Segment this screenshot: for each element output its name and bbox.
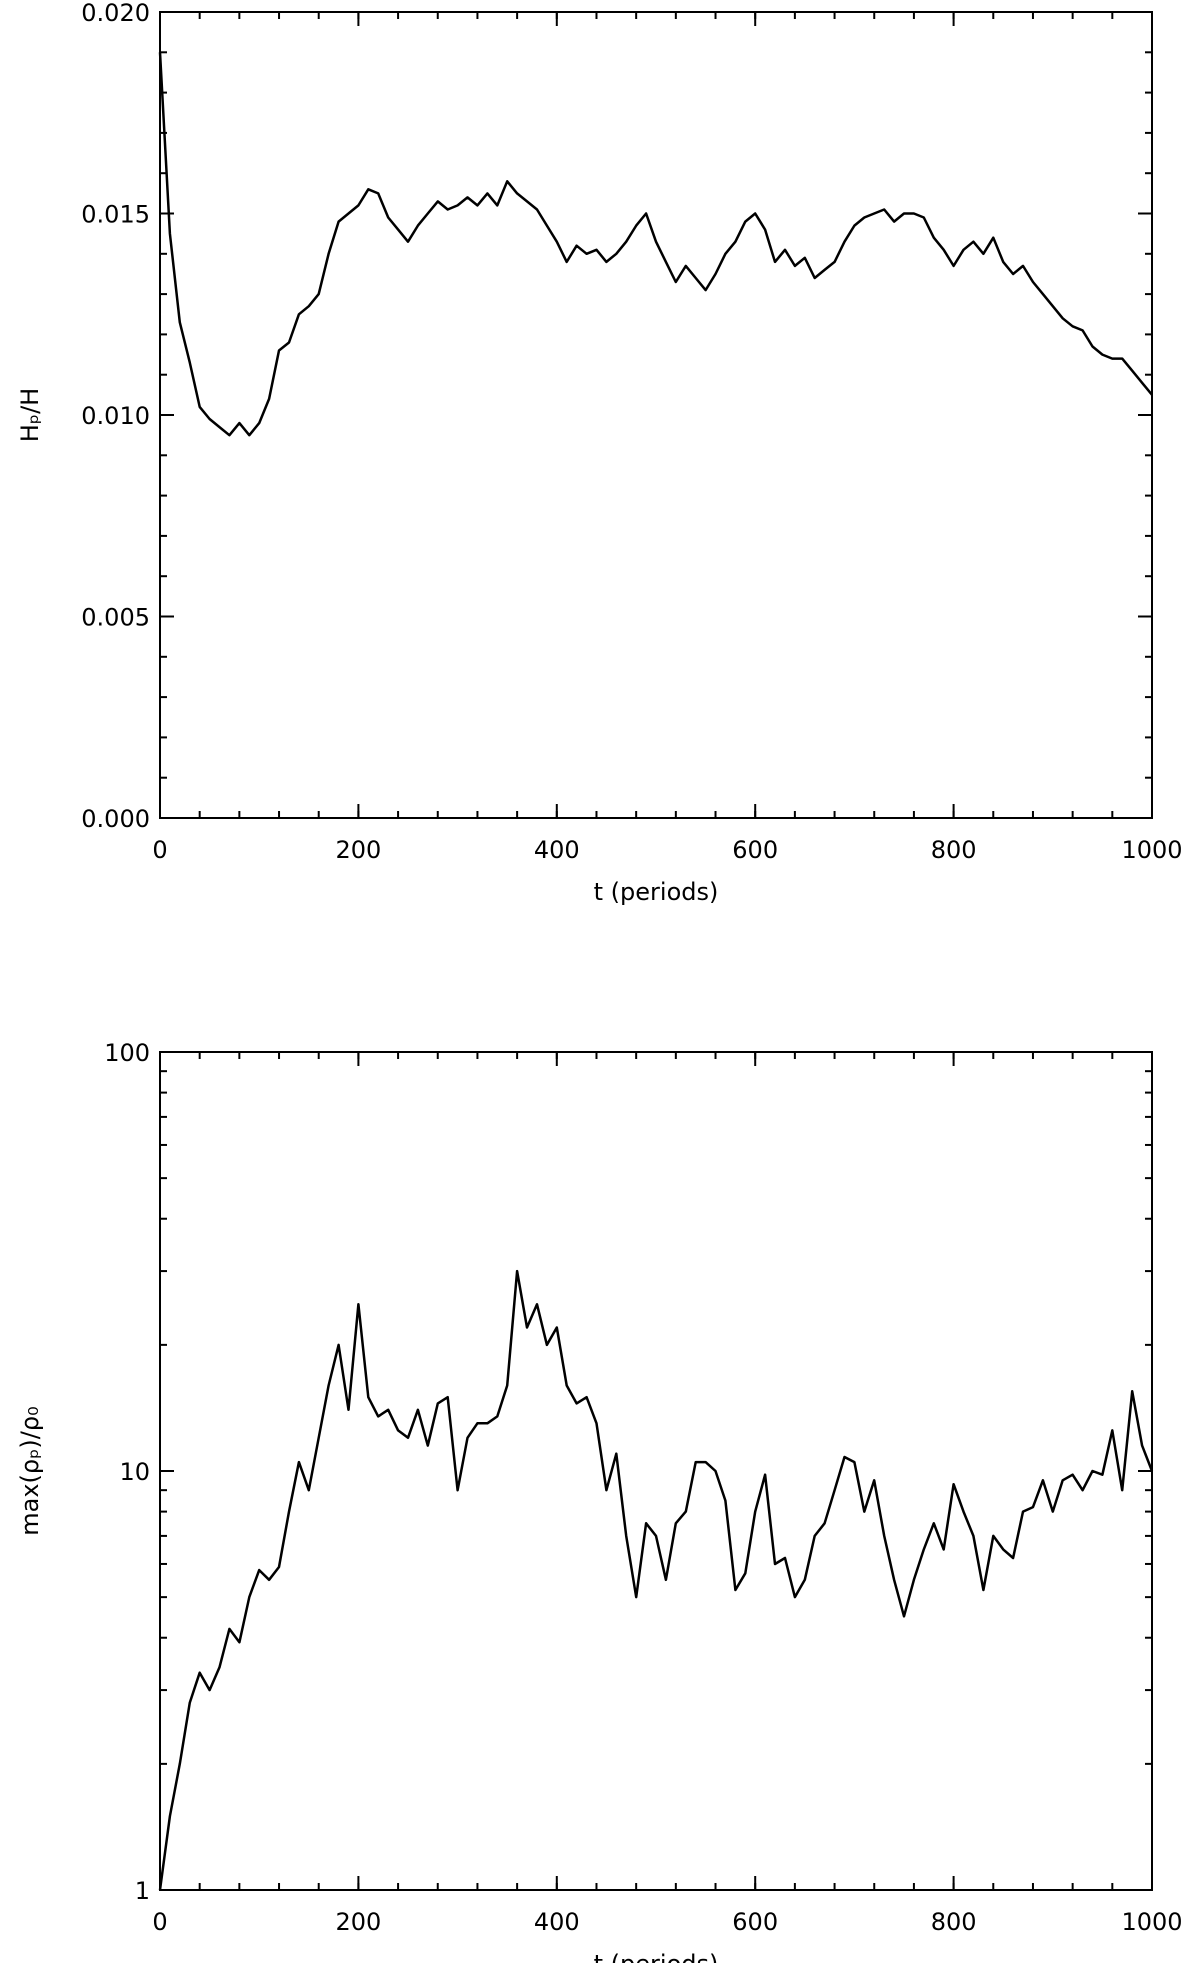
- x-tick-label: 400: [534, 1908, 580, 1936]
- data-line: [158, 52, 1153, 437]
- y-tick-label: 0.000: [81, 805, 150, 833]
- y-axis-label: Hₚ/H: [16, 388, 44, 442]
- plot-frame: [159, 11, 1153, 819]
- x-axis-label: t (periods): [594, 878, 719, 906]
- x-tick-label: 200: [335, 836, 381, 864]
- y-tick-label: 10: [119, 1458, 150, 1486]
- y-tick-label: 0.005: [81, 604, 150, 632]
- x-tick-label: 600: [732, 1908, 778, 1936]
- x-tick-label: 1000: [1121, 1908, 1182, 1936]
- plot-frame: [159, 1051, 1153, 1891]
- y-axis-label: max(ρₚ)/ρ₀: [16, 1406, 44, 1535]
- y-tick-label: 100: [104, 1039, 150, 1067]
- x-tick-label: 400: [534, 836, 580, 864]
- x-axis-label: t (periods): [594, 1950, 719, 1963]
- data-line: [158, 1269, 1154, 1891]
- x-tick-label: 800: [931, 836, 977, 864]
- x-tick-label: 0: [152, 1908, 167, 1936]
- x-tick-label: 800: [931, 1908, 977, 1936]
- x-tick-label: 200: [335, 1908, 381, 1936]
- y-tick-label: 0.015: [81, 201, 150, 229]
- y-tick-label: 0.020: [81, 0, 150, 27]
- x-tick-label: 600: [732, 836, 778, 864]
- y-tick-label: 1: [135, 1877, 150, 1905]
- x-tick-label: 1000: [1121, 836, 1182, 864]
- x-tick-label: 0: [152, 836, 167, 864]
- y-tick-label: 0.010: [81, 402, 150, 430]
